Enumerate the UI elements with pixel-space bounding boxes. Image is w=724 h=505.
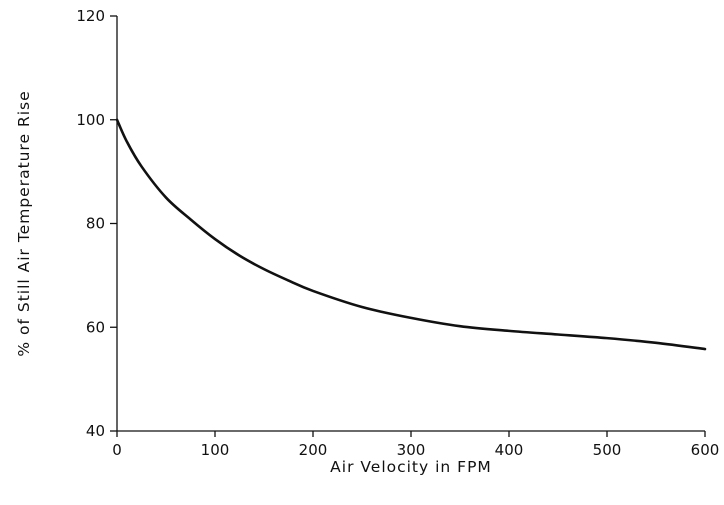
plot-area: 40 60 80 100 120 0 100 200 300 400 500 600 [76, 7, 719, 459]
x-tick-label: 200 [299, 441, 328, 459]
x-tick-label: 400 [495, 441, 524, 459]
series-line [115, 118, 707, 351]
x-tick-label: 0 [112, 441, 122, 459]
y-tick-label: 120 [76, 7, 105, 25]
x-axis-ticks: 0 100 200 300 400 500 600 [112, 431, 719, 459]
data-points [115, 118, 707, 351]
x-tick-label: 100 [201, 441, 230, 459]
y-tick-label: 40 [86, 422, 105, 440]
x-tick-label: 600 [691, 441, 720, 459]
y-axis-title: % of Still Air Temperature Rise [15, 90, 33, 356]
x-tick-label: 300 [397, 441, 426, 459]
y-tick-label: 60 [86, 318, 105, 336]
x-axis-title: Air Velocity in FPM [330, 458, 492, 476]
y-tick-label: 80 [86, 215, 105, 233]
y-tick-label: 100 [76, 111, 105, 129]
y-axis-ticks: 40 60 80 100 120 [76, 7, 117, 440]
x-tick-label: 500 [593, 441, 622, 459]
